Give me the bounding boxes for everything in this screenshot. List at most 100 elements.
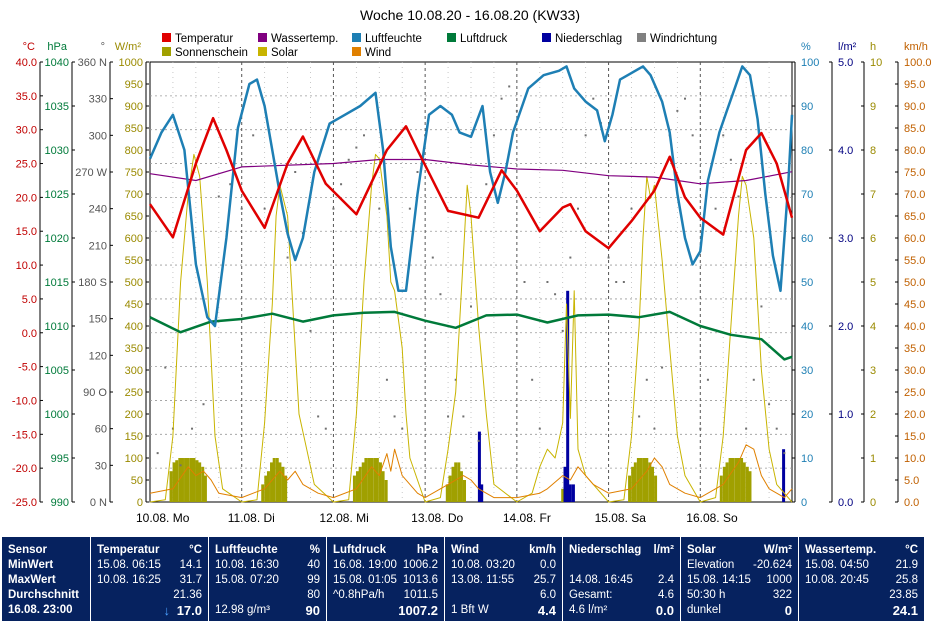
sunshine-bar	[270, 462, 274, 502]
wind-direction-point	[431, 256, 434, 259]
panel-current-value: 24.1	[892, 603, 918, 618]
right-axis-tick-label: 35.0	[904, 343, 925, 355]
left-axis-tick-label: 240	[89, 204, 107, 216]
wind-direction-point	[229, 183, 232, 186]
wind-direction-point	[729, 158, 732, 161]
summary-panel: Temperatur °C 15.08. 06:15 14.1 10.08. 16:25…	[91, 537, 208, 621]
panel-row-value: 6.0	[540, 589, 556, 601]
left-axis-tick-label: 90 O	[83, 387, 107, 399]
sunshine-bar	[457, 462, 461, 502]
line-marks	[148, 65, 794, 503]
panel-row-label: 16.08. 19:00	[333, 559, 397, 571]
wind-direction-point	[737, 195, 740, 198]
right-axis-tick-label: 4	[870, 321, 876, 333]
sunshine-bar	[278, 462, 282, 502]
wind-direction-point	[355, 146, 358, 149]
panel-title: Luftfeuchte	[215, 544, 278, 556]
panel-footer: 4.6 l/m² 0.0	[563, 603, 680, 618]
panel-row-value: 14.1	[179, 559, 202, 571]
x-tick-label: 13.08. Do	[411, 511, 463, 525]
left-axis-tick-label: 25.0	[16, 159, 37, 171]
wind-direction-point	[447, 415, 450, 418]
left-axis-tick-label: 1005	[45, 365, 69, 377]
wind-direction-point	[706, 378, 709, 381]
panel-row-value: 21.36	[173, 589, 202, 601]
precipitation-bar	[782, 449, 786, 502]
left-axis-tick-label: 850	[125, 123, 143, 135]
right-axis-tick-label: 10	[801, 453, 813, 465]
left-axis-tick-label: 50	[131, 475, 143, 487]
sunshine-bar	[742, 462, 746, 502]
legend-swatch	[637, 33, 646, 42]
wind-direction-point	[584, 134, 587, 137]
left-axis-tick-label: 20.0	[16, 192, 37, 204]
wind-direction-point	[615, 281, 618, 283]
panel-row-label: 13.08. 11:55	[451, 574, 515, 586]
sunshine-bar	[272, 458, 276, 502]
panel-row: 10.08. 20:45 25.8	[799, 573, 924, 588]
solar-line	[149, 153, 793, 503]
row-label-text: Durchschnitt	[8, 589, 79, 601]
sunshine-bar	[631, 466, 635, 502]
wind-direction-point	[561, 329, 564, 332]
panel-footer: dunkel 0	[681, 603, 798, 618]
left-axis-tick-label: 100	[125, 453, 143, 465]
panel-row: 10.08. 16:30 40	[209, 558, 326, 573]
wind-direction-point	[492, 134, 495, 137]
panel-row-value: 322	[772, 589, 792, 601]
panel-unit: l/m²	[653, 544, 674, 556]
left-axis-tick-label: 300	[125, 365, 143, 377]
panel-footer-label: 1 Bft W	[451, 604, 489, 616]
sunshine-bar	[745, 466, 749, 502]
wind-direction-point	[347, 158, 350, 161]
right-axis-tick-label: 10.0	[904, 453, 925, 465]
panel-row-value: 25.7	[533, 574, 556, 586]
left-axis-tick-label: 5.0	[22, 294, 37, 306]
panel-header: Luftdruck hPa	[327, 543, 444, 558]
panel-row-value: 2.4	[658, 574, 674, 586]
wind-direction-point	[745, 427, 748, 430]
wind-direction-point	[401, 427, 404, 430]
wind-direction-point	[622, 281, 625, 283]
sunshine-bar	[636, 458, 640, 502]
panel-footer: 24.1	[799, 603, 924, 618]
sunshine-bar	[719, 475, 723, 502]
panel-title: Solar	[687, 544, 716, 556]
panel-row-label: 50:30 h	[687, 589, 726, 601]
panel-row-value: 4.6	[658, 589, 674, 601]
row-label: 16.08. 23:00	[2, 603, 90, 618]
wind-direction-point	[378, 207, 381, 210]
right-axis-tick-label: 40.0	[904, 321, 925, 333]
sunshine-bar	[175, 460, 179, 502]
sunshine-bar	[731, 458, 735, 502]
panel-row-label: Gesamt:	[569, 589, 613, 601]
panel-row-value: 31.7	[179, 574, 202, 586]
left-axis-unit: °C	[23, 41, 35, 53]
sunshine-bar	[633, 462, 637, 502]
left-axis-tick-label: 0 N	[90, 497, 107, 509]
left-axis-tick-label: 450	[125, 299, 143, 311]
left-axis-tick-label: 950	[125, 79, 143, 91]
panel-row-value: -20.624	[752, 559, 792, 571]
precipitation-bar	[477, 431, 481, 502]
panel-header: Wassertemp. °C	[799, 543, 924, 558]
panel-row: 10.08. 03:20 0.0	[445, 558, 562, 573]
wind-direction-point	[684, 97, 686, 100]
right-axis-tick-label: 1	[870, 453, 876, 465]
right-axis-tick-label: 1.0	[838, 409, 853, 421]
sunshine-bar	[454, 462, 458, 502]
wind-direction-point	[179, 464, 182, 467]
sunshine-bar	[459, 471, 463, 502]
right-axis-tick-label: 7	[870, 189, 876, 201]
legend-swatch	[162, 33, 171, 42]
right-axis-tick-label: 6	[870, 233, 876, 245]
wind-direction-point	[783, 452, 786, 455]
panel-header: Luftfeuchte%	[209, 543, 326, 558]
panel-row: 80	[209, 588, 326, 603]
sunshine-bar	[728, 458, 732, 502]
wind-direction-point	[775, 427, 778, 430]
panel-title: Wind	[451, 544, 479, 556]
panel-row-label: 15.08. 01:05	[333, 574, 397, 586]
sunshine-bar	[195, 460, 199, 502]
panel-row-value: 40	[307, 559, 320, 571]
